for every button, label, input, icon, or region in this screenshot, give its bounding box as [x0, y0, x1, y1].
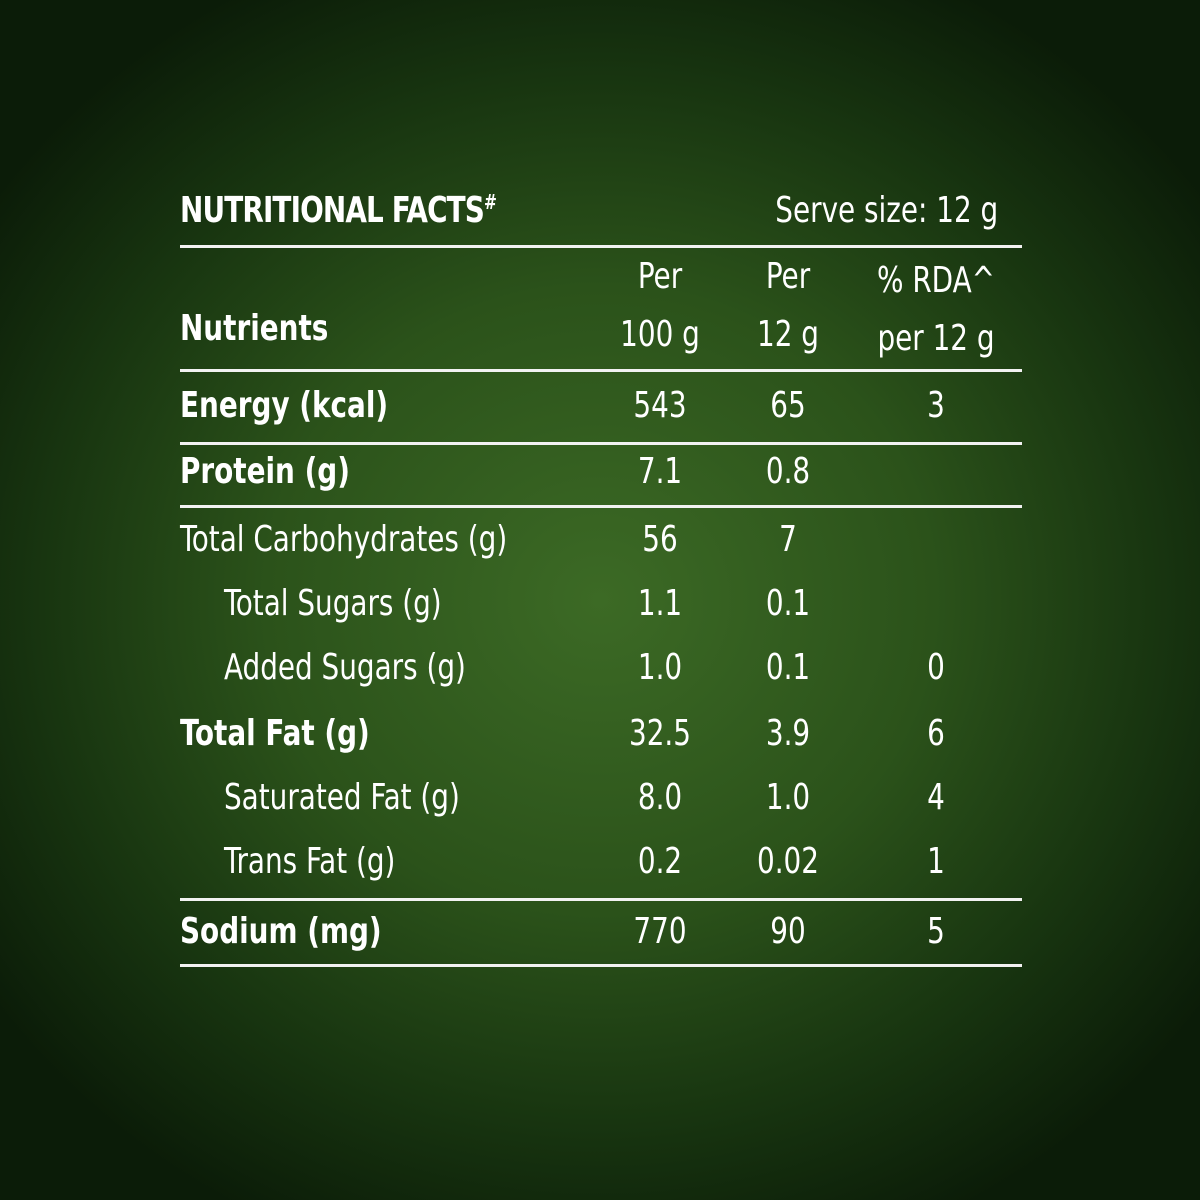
serve-size: Serve size: 12 g — [775, 190, 998, 231]
title-footnote-mark: # — [483, 190, 497, 214]
value-per-12g: 3.9 — [765, 713, 811, 754]
column-header-rda: % RDA^ per 12 g — [865, 252, 1006, 368]
nutrient-name: Sodium (mg) — [180, 911, 382, 952]
nutrient-name: Protein (g) — [180, 451, 350, 492]
column-header-per12: Per 12 g — [736, 248, 839, 364]
value-per-100g: 1.0 — [637, 647, 683, 688]
value-per-100g: 56 — [642, 519, 678, 560]
value-per-100g: 7.1 — [637, 451, 683, 492]
table-row: Total Carbohydrates (g) 56 7 — [180, 510, 1022, 570]
panel-title: NUTRITIONAL FACTS# — [180, 190, 497, 231]
nutrient-name: Energy (kcal) — [180, 385, 389, 426]
table-row: Saturated Fat (g) 8.0 1.0 4 — [180, 768, 1022, 828]
nutrient-name: Total Fat (g) — [180, 713, 370, 754]
value-per-12g: 0.02 — [756, 841, 820, 882]
table-row: Energy (kcal) 543 65 3 — [180, 376, 1022, 436]
table-row: Trans Fat (g) 0.2 0.02 1 — [180, 832, 1022, 892]
value-per-12g: 65 — [770, 385, 806, 426]
value-per-12g: 7 — [779, 519, 797, 560]
divider-row — [180, 442, 1022, 445]
value-rda: 5 — [927, 911, 945, 952]
nutrition-facts-panel: NUTRITIONAL FACTS# Serve size: 12 g Nutr… — [180, 0, 1022, 1200]
value-per-100g: 0.2 — [637, 841, 683, 882]
column-header-per100: Per 100 g — [608, 248, 711, 364]
title-text: NUTRITIONAL FACTS — [180, 190, 485, 231]
divider-row — [180, 898, 1022, 901]
rda-label-line1: % RDA^ — [877, 260, 995, 301]
value-per-100g: 8.0 — [637, 777, 683, 818]
per12-label-line2: 12 g — [757, 314, 819, 355]
nutrient-name: Added Sugars (g) — [224, 647, 466, 688]
nutrient-name: Trans Fat (g) — [224, 841, 396, 882]
value-per-100g: 1.1 — [637, 583, 683, 624]
value-rda: 3 — [927, 385, 945, 426]
table-row: Sodium (mg) 770 90 5 — [180, 902, 1022, 962]
table-row: Protein (g) 7.1 0.8 — [180, 442, 1022, 502]
value-per-100g: 770 — [633, 911, 687, 952]
nutrient-name: Total Sugars (g) — [224, 583, 442, 624]
value-per-12g: 0.1 — [765, 583, 811, 624]
divider-header — [180, 369, 1022, 372]
nutrient-name: Saturated Fat (g) — [224, 777, 460, 818]
table-row: Added Sugars (g) 1.0 0.1 0 — [180, 638, 1022, 698]
table-row: Total Fat (g) 32.5 3.9 6 — [180, 704, 1022, 764]
value-per-100g: 32.5 — [628, 713, 692, 754]
per100-label-line2: 100 g — [620, 314, 700, 355]
value-rda: 4 — [927, 777, 945, 818]
value-per-12g: 0.8 — [765, 451, 811, 492]
value-rda: 1 — [927, 841, 945, 882]
divider-row — [180, 505, 1022, 508]
divider-top — [180, 245, 1022, 248]
column-header-nutrients: Nutrients — [180, 308, 329, 349]
value-per-12g: 1.0 — [765, 777, 811, 818]
rda-label-line2: per 12 g — [877, 318, 995, 359]
value-rda: 6 — [927, 713, 945, 754]
nutrient-name: Total Carbohydrates (g) — [180, 519, 508, 560]
value-per-12g: 90 — [770, 911, 806, 952]
value-per-100g: 543 — [633, 385, 687, 426]
value-rda: 0 — [927, 647, 945, 688]
table-row: Total Sugars (g) 1.1 0.1 — [180, 574, 1022, 634]
value-per-12g: 0.1 — [765, 647, 811, 688]
divider-bottom — [180, 964, 1022, 967]
per100-label-line1: Per — [637, 256, 683, 297]
per12-label-line1: Per — [765, 256, 811, 297]
